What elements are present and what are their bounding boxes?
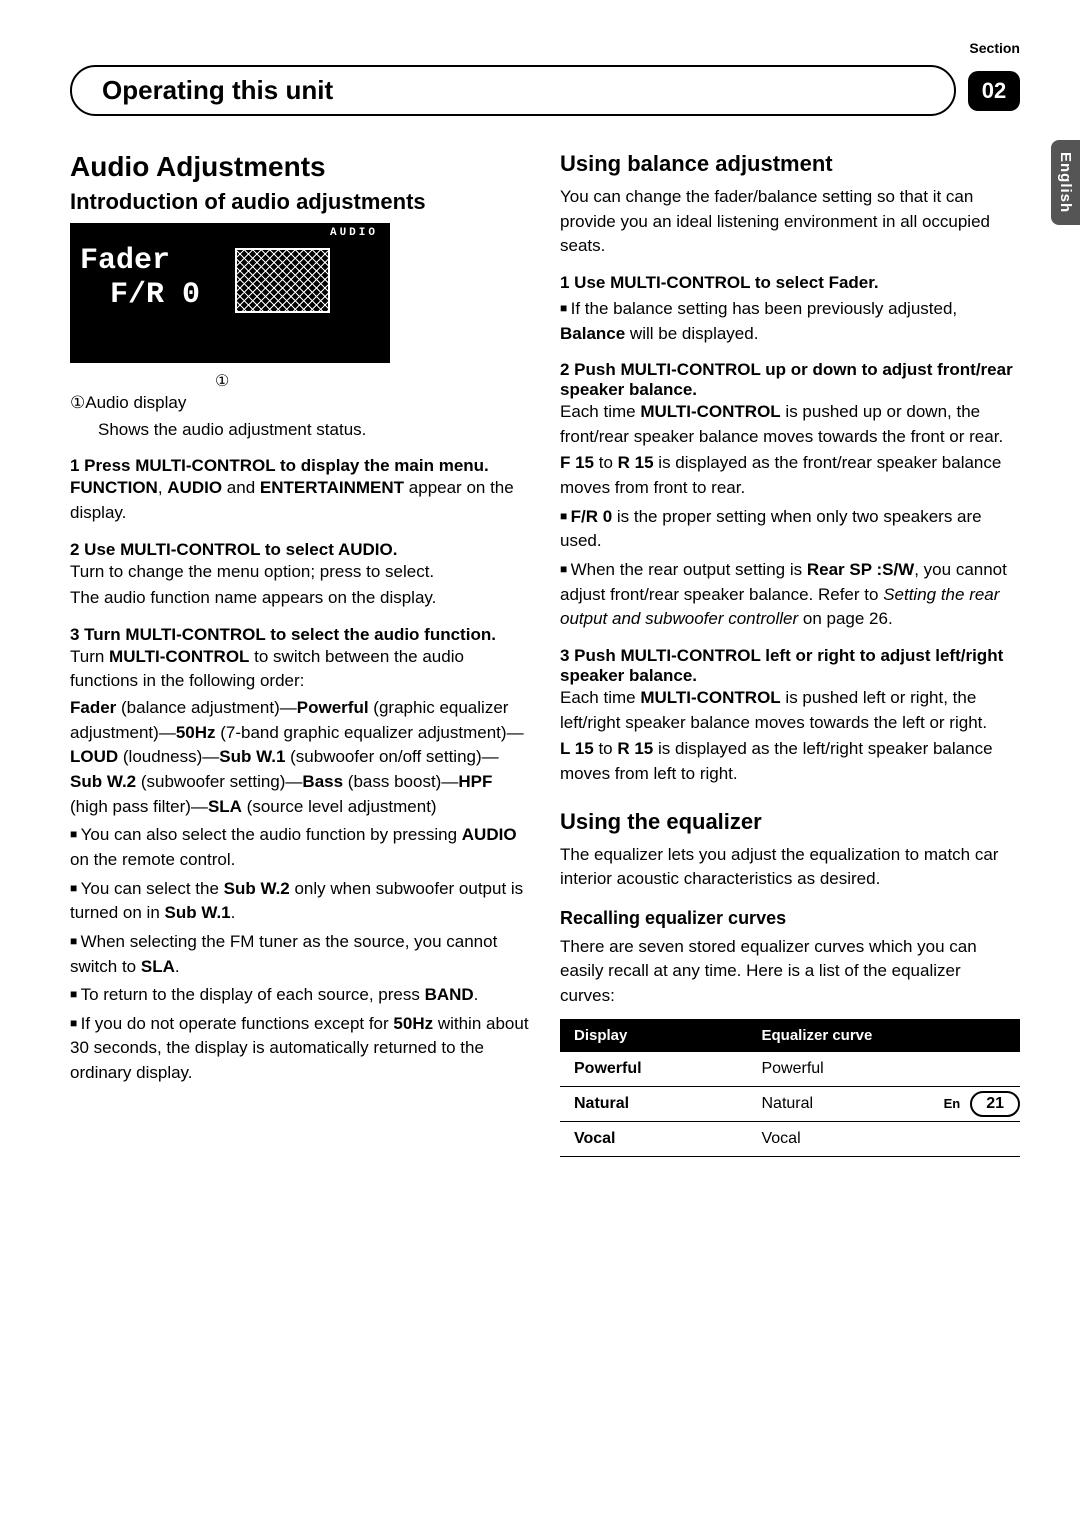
r-step1-note: If the balance setting has been previous… — [560, 297, 1020, 346]
page-title: Operating this unit — [70, 65, 956, 116]
heading-recall-curves: Recalling equalizer curves — [560, 908, 1020, 929]
note-subw2: You can select the Sub W.2 only when sub… — [70, 877, 530, 926]
language-tab: English — [1051, 140, 1080, 225]
display-line2: F/R 0 — [80, 278, 380, 312]
step1-title: 1 Press MULTI-CONTROL to display the mai… — [70, 456, 530, 476]
section-label: Section — [969, 40, 1020, 56]
footer-page: 21 — [970, 1091, 1020, 1117]
callout-1-marker — [215, 371, 530, 391]
heading-audio-adjustments: Audio Adjustments — [70, 151, 530, 183]
table-header-display: Display — [560, 1019, 747, 1052]
r-step2-title: 2 Push MULTI-CONTROL up or down to adjus… — [560, 360, 1020, 400]
eq-intro: The equalizer lets you adjust the equali… — [560, 843, 1020, 892]
r-step3-p1: Each time MULTI-CONTROL is pushed left o… — [560, 686, 1020, 735]
note-timeout: If you do not operate functions except f… — [70, 1012, 530, 1086]
table-header-curve: Equalizer curve — [747, 1019, 1020, 1052]
step2-p2: The audio function name appears on the d… — [70, 586, 530, 611]
balance-intro: You can change the fader/balance setting… — [560, 185, 1020, 259]
note-band: To return to the display of each source,… — [70, 983, 530, 1008]
r-step3-p2: L 15 to R 15 is displayed as the left/ri… — [560, 737, 1020, 786]
step3-chain: Fader (balance adjustment)—Powerful (gra… — [70, 696, 530, 819]
display-line1: Fader — [80, 245, 380, 278]
table-row: PowerfulPowerful — [560, 1052, 1020, 1087]
r-step2-p2: F 15 to R 15 is displayed as the front/r… — [560, 451, 1020, 500]
recall-intro: There are seven stored equalizer curves … — [560, 935, 1020, 1009]
caption-1-desc: Shows the audio adjustment status. — [70, 418, 530, 443]
r-step2-note2: When the rear output setting is Rear SP … — [560, 558, 1020, 632]
r-step1-title: 1 Use MULTI-CONTROL to select Fader. — [560, 273, 1020, 293]
caption-1: Audio display — [70, 391, 530, 416]
step3-title: 3 Turn MULTI-CONTROL to select the audio… — [70, 625, 530, 645]
step2-title: 2 Use MULTI-CONTROL to select AUDIO. — [70, 540, 530, 560]
audio-display-illustration: AUDIO Fader F/R 0 — [70, 223, 390, 363]
section-badge: 02 — [968, 71, 1020, 111]
r-step3-title: 3 Push MULTI-CONTROL left or right to ad… — [560, 646, 1020, 686]
footer-lang: En — [944, 1096, 961, 1111]
r-step2-p1: Each time MULTI-CONTROL is pushed up or … — [560, 400, 1020, 449]
r-step2-note1: F/R 0 is the proper setting when only tw… — [560, 505, 1020, 554]
equalizer-table: Display Equalizer curve PowerfulPowerful… — [560, 1019, 1020, 1157]
note-audio-remote: You can also select the audio function b… — [70, 823, 530, 872]
heading-balance: Using balance adjustment — [560, 151, 1020, 177]
step1-text: FUNCTION, AUDIO and ENTERTAINMENT appear… — [70, 476, 530, 525]
step3-lead: Turn MULTI-CONTROL to switch between the… — [70, 645, 530, 694]
note-fm-sla: When selecting the FM tuner as the sourc… — [70, 930, 530, 979]
heading-intro: Introduction of audio adjustments — [70, 189, 530, 215]
table-row: VocalVocal — [560, 1121, 1020, 1156]
heading-equalizer: Using the equalizer — [560, 809, 1020, 835]
step2-p1: Turn to change the menu option; press to… — [70, 560, 530, 585]
display-grid-icon — [235, 248, 330, 313]
display-audio-label: AUDIO — [330, 227, 378, 239]
